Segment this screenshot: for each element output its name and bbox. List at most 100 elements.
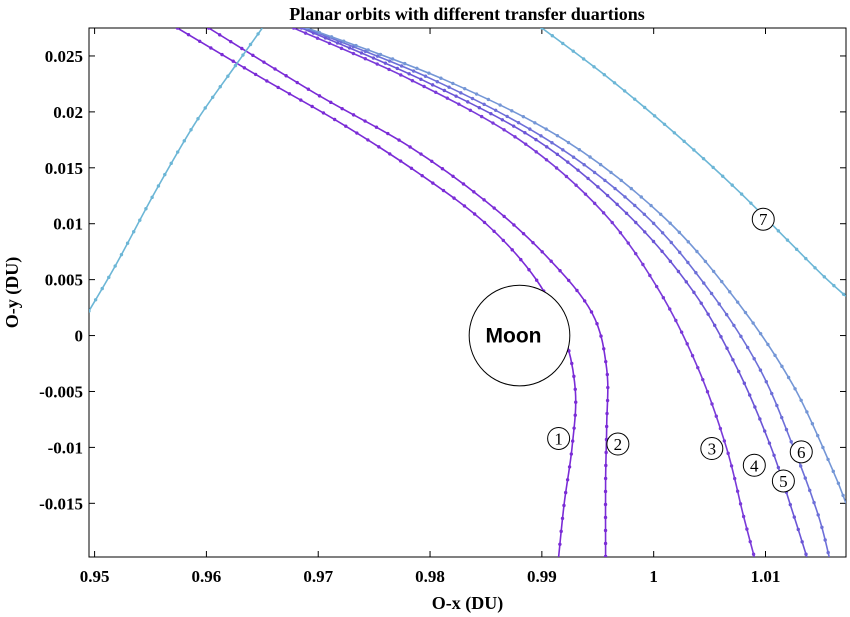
orbit-marker — [654, 284, 659, 289]
orbit-marker — [521, 231, 526, 236]
orbit-marker — [510, 248, 514, 252]
orbit-marker — [714, 414, 718, 418]
orbit-marker — [603, 178, 607, 183]
orbit-marker — [241, 53, 245, 57]
orbit-marker — [472, 212, 477, 216]
orbit-marker — [431, 181, 435, 185]
chart-title: Planar orbits with different transfer du… — [289, 4, 645, 24]
orbit-marker — [699, 301, 703, 305]
x-tick-label: 0.99 — [527, 567, 557, 586]
orbit-marker — [378, 52, 383, 57]
orbit-marker — [808, 488, 812, 493]
orbit-marker — [265, 79, 269, 83]
orbit-marker — [550, 141, 554, 145]
orbit-marker — [329, 35, 334, 39]
orbit-marker — [329, 100, 333, 105]
orbit-marker — [550, 34, 555, 38]
orbit-marker — [810, 422, 815, 426]
orbit-marker — [132, 230, 136, 234]
orbit-marker — [383, 61, 388, 65]
orbit-marker — [305, 28, 309, 30]
orbit-label-5: 5 — [779, 472, 788, 491]
orbit-marker — [726, 451, 730, 456]
orbit-marker — [340, 106, 344, 111]
x-tick-label: 1.01 — [751, 567, 781, 586]
orbit-marker — [502, 214, 506, 219]
orbit-marker — [583, 192, 588, 196]
orbit-marker — [570, 361, 574, 366]
orbit-marker — [445, 96, 450, 100]
y-axis: 0.025 0.02 0.015 0.01 0.005 0 -0.005 -0.01 -0.01… — [39, 47, 846, 513]
orbit-marker — [786, 375, 791, 380]
orbit-marker — [561, 148, 565, 152]
orbit-marker — [758, 417, 762, 421]
orbit-marker — [474, 92, 479, 96]
orbit-marker — [125, 241, 130, 245]
orbit-marker — [718, 426, 723, 431]
y-tick-label: 0 — [75, 327, 84, 346]
orbit-marker — [789, 440, 793, 444]
orbit-marker — [770, 391, 774, 396]
orbit-marker — [649, 203, 653, 208]
orbit-marker — [366, 48, 370, 52]
orbit-marker — [604, 424, 609, 429]
orbit-marker — [618, 230, 623, 235]
orbit-marker — [724, 312, 729, 317]
orbit-marker — [430, 159, 434, 163]
x-tick-label: 0.98 — [415, 567, 445, 586]
orbit-marker — [651, 239, 656, 244]
orbit-marker — [516, 120, 521, 125]
orbit-marker — [800, 540, 804, 544]
orbit-marker — [605, 372, 609, 377]
orbit-marker — [387, 67, 391, 72]
orbit-marker — [658, 212, 663, 216]
orbit-marker — [743, 310, 748, 315]
orbit-marker — [582, 163, 586, 167]
orbit-marker — [605, 411, 609, 416]
orbit-marker — [596, 185, 600, 189]
orbit-marker — [739, 192, 744, 196]
orbit-marker — [558, 542, 562, 546]
orbit-marker — [566, 278, 571, 283]
orbit-marker — [209, 46, 213, 50]
orbit-marker — [284, 74, 288, 78]
orbit-marker — [571, 49, 575, 53]
orbit-marker — [554, 166, 559, 170]
orbit-marker — [534, 150, 538, 154]
orbit-marker — [823, 538, 827, 542]
orbit-marker — [107, 275, 111, 280]
orbit-marker — [694, 271, 698, 275]
orbit-marker — [339, 46, 344, 51]
orbit-marker — [668, 221, 672, 225]
orbit-marker — [561, 41, 565, 46]
orbit-marker — [776, 465, 781, 470]
orbit-marker — [317, 30, 321, 35]
orbit-5-line — [304, 28, 831, 557]
orbit-marker — [119, 252, 124, 257]
orbit-marker — [390, 57, 395, 61]
orbit-marker — [604, 450, 608, 455]
orbit-marker — [524, 142, 528, 146]
orbit-marker — [679, 330, 684, 334]
orbit-marker — [586, 176, 590, 181]
orbit-marker — [451, 174, 455, 178]
orbit-marker — [751, 321, 755, 325]
orbit-marker — [674, 318, 678, 323]
orbit-marker — [375, 62, 379, 66]
orbit-marker — [798, 464, 803, 468]
orbit-marker — [686, 240, 690, 244]
orbit-marker — [182, 139, 186, 143]
orbit-marker — [642, 105, 647, 110]
orbit-marker — [233, 63, 238, 68]
orbit-marker — [682, 139, 686, 144]
plot-frame — [88, 27, 847, 558]
orbit-marker — [399, 64, 404, 68]
orbit-marker — [287, 92, 292, 96]
orbit-label-circle — [700, 437, 724, 461]
orbit-marker — [805, 410, 809, 414]
orbit-marker — [452, 196, 456, 200]
orbit-marker — [482, 220, 487, 225]
orbit-marker — [788, 502, 793, 507]
orbit-marker — [527, 268, 531, 272]
